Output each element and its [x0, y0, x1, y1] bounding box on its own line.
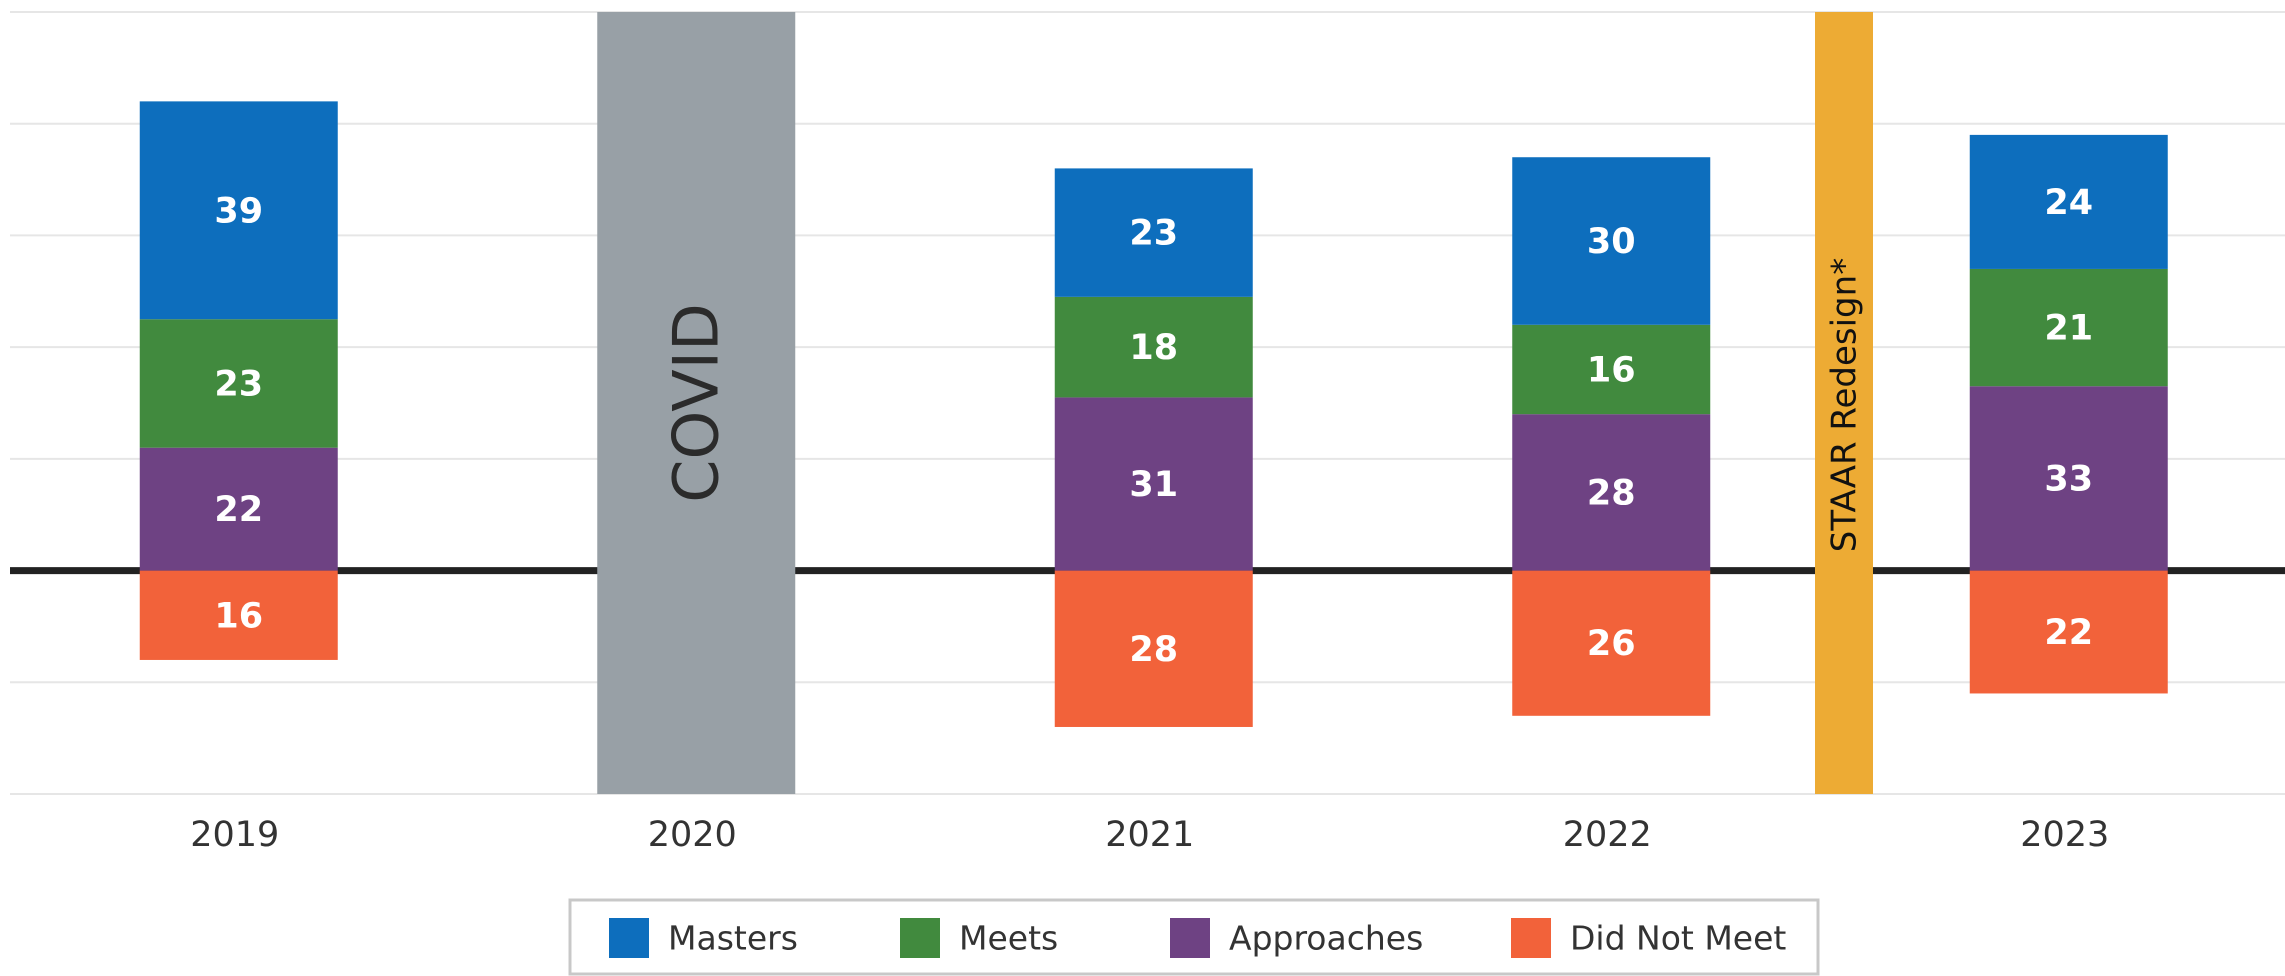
bar-segment — [1054, 570, 1253, 727]
data-label: 33 — [2044, 459, 2093, 499]
data-label: 16 — [1587, 350, 1636, 390]
staar-label: STAAR Redesign* — [1825, 258, 1865, 552]
bar-segment — [1512, 414, 1711, 571]
bar-segment — [139, 101, 338, 320]
bar-segment — [1512, 570, 1711, 716]
data-label: 18 — [1129, 328, 1178, 368]
bar-segment — [1969, 134, 2168, 269]
bar-segment — [139, 319, 338, 448]
x-tick-label: 2021 — [1105, 815, 1194, 855]
x-tick-label: 2022 — [1563, 815, 1652, 855]
legend-label: Approaches — [1229, 919, 1423, 958]
bar-segment — [1969, 386, 2168, 571]
legend-label: Did Not Meet — [1570, 919, 1786, 958]
legend-swatch — [609, 918, 649, 958]
x-tick-label: 2020 — [648, 815, 737, 855]
bar-segment — [1512, 324, 1711, 415]
bar-segment — [139, 447, 338, 571]
data-label: 23 — [214, 364, 263, 404]
data-label: 23 — [1129, 214, 1178, 254]
data-label: 22 — [2044, 613, 2093, 653]
legend-swatch — [900, 918, 940, 958]
data-label: 21 — [2044, 309, 2093, 349]
bar-segment — [1969, 570, 2168, 694]
bar-segment — [1054, 168, 1253, 297]
data-label: 39 — [214, 191, 263, 231]
covid-label: COVID — [659, 303, 732, 502]
data-label: 24 — [2044, 183, 2093, 223]
data-label: 31 — [1129, 465, 1178, 505]
bar-segment — [1054, 397, 1253, 571]
staar-band — [1815, 12, 1873, 794]
data-label: 28 — [1129, 630, 1178, 670]
bar-segment — [1512, 157, 1711, 325]
legend-label: Masters — [668, 919, 798, 958]
legend-label: Meets — [959, 919, 1058, 958]
x-tick-label: 2023 — [2020, 815, 2109, 855]
data-label: 22 — [214, 490, 263, 530]
bar-segment — [1054, 296, 1253, 398]
data-label: 16 — [214, 596, 263, 636]
data-label: 28 — [1587, 473, 1636, 513]
bar-segment — [1969, 268, 2168, 387]
data-label: 26 — [1587, 624, 1636, 664]
x-tick-label: 2019 — [190, 815, 279, 855]
legend-swatch — [1170, 918, 1210, 958]
data-label: 30 — [1587, 222, 1636, 262]
bar-segment — [139, 570, 338, 660]
covid-band — [597, 12, 796, 794]
legend-swatch — [1511, 918, 1551, 958]
